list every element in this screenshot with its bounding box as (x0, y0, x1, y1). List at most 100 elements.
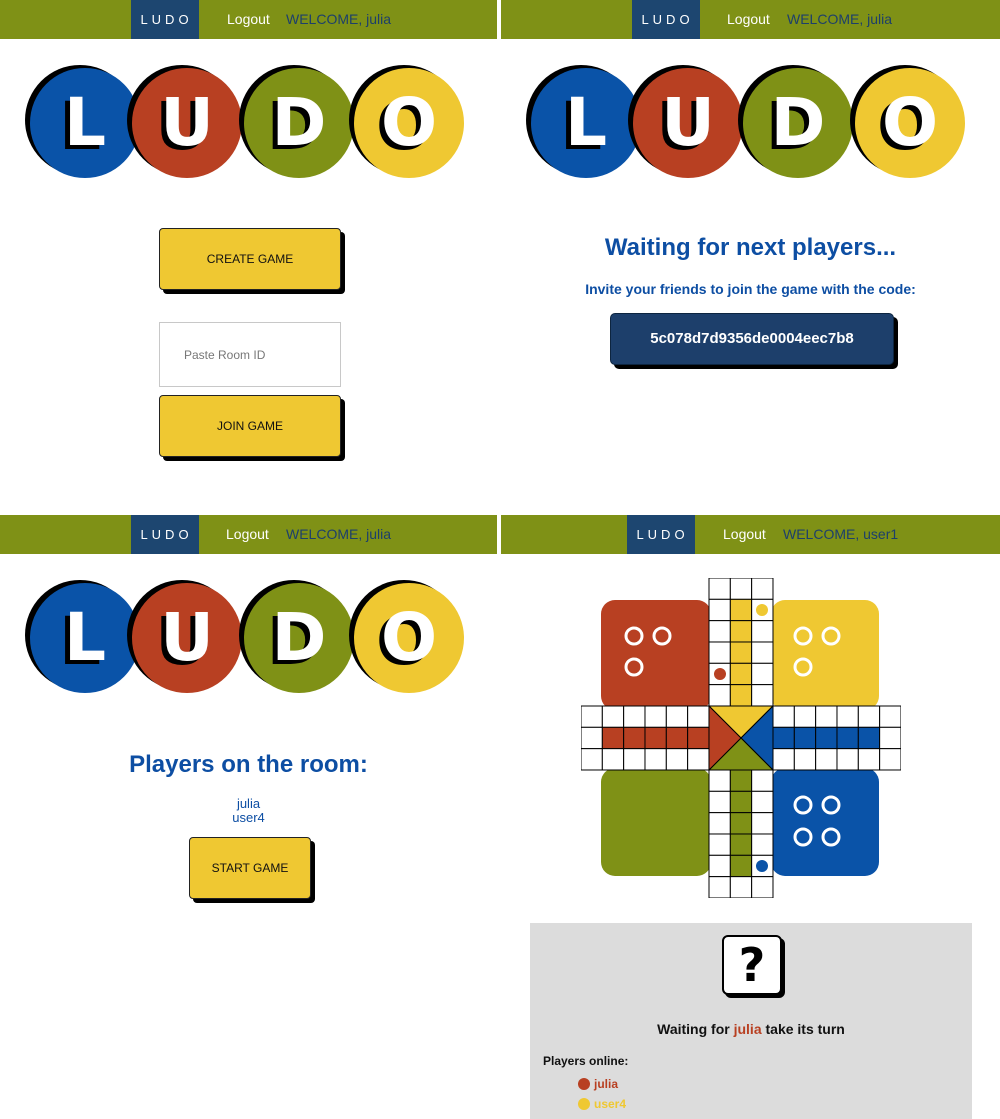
logout-link[interactable]: Logout (227, 11, 270, 27)
track-cell (708, 790, 731, 814)
track-cell (729, 641, 753, 664)
blue-home-token[interactable] (821, 795, 841, 815)
screen-lobby: LUDO Logout WELCOME, julia L U D O CREAT… (0, 0, 497, 513)
navbar: LUDO Logout WELCOME, julia (0, 0, 497, 39)
track-cell (601, 705, 625, 728)
track-cell (751, 769, 774, 792)
red-token[interactable] (714, 668, 726, 680)
track-cell (836, 748, 859, 771)
track-cell (623, 748, 646, 771)
screen-game: LUDO Logout WELCOME, user1 (501, 515, 1000, 1119)
logo-letter: U (661, 84, 715, 161)
player-color-dot (578, 1098, 590, 1110)
logo-ball-red: U (132, 68, 242, 178)
yellow-home-token[interactable] (793, 657, 813, 677)
create-game-button[interactable]: CREATE GAME (159, 228, 341, 290)
track-cell (772, 726, 795, 750)
track-cell (708, 769, 731, 792)
dice[interactable]: ? (722, 935, 782, 995)
navbar: LUDO Logout WELCOME, user1 (501, 515, 1000, 554)
track-cell (751, 812, 774, 835)
navbar: LUDO Logout WELCOME, julia (0, 515, 497, 554)
logout-link[interactable]: Logout (723, 526, 766, 542)
track-cell (729, 876, 753, 898)
logo-ball-green: D (244, 583, 354, 693)
track-cell (729, 684, 753, 707)
blue-home-token[interactable] (821, 827, 841, 847)
room-id-input[interactable] (159, 322, 341, 387)
brand-logo[interactable]: LUDO (131, 0, 199, 39)
logo-letter: L (564, 84, 608, 161)
track-cell (581, 748, 603, 771)
blue-token[interactable] (756, 860, 768, 872)
track-cell (644, 748, 667, 771)
track-cell (857, 726, 881, 750)
track-cell (772, 705, 795, 728)
track-cell (729, 790, 753, 814)
track-cell (581, 705, 603, 728)
track-cell (708, 833, 731, 856)
welcome-text: WELCOME, julia (286, 11, 392, 27)
screen-room: LUDO Logout WELCOME, julia L U D O Playe… (0, 515, 497, 1119)
logo-ball-yellow: O (855, 68, 965, 178)
logo-ball-blue: L (30, 68, 140, 178)
room-code[interactable]: 5c078d7d9356de0004eec7b8 (610, 313, 894, 365)
logo-letter: D (770, 84, 826, 161)
track-cell (687, 705, 710, 728)
track-cell (581, 726, 603, 750)
track-cell (708, 641, 731, 664)
players-title: Players on the room: (129, 751, 368, 778)
track-cell (708, 854, 731, 878)
track-cell (857, 705, 881, 728)
start-game-button[interactable]: START GAME (189, 837, 311, 899)
player-color-dot (578, 1078, 590, 1090)
ludo-logo: L U D O (28, 66, 468, 180)
logo-letter: L (63, 599, 107, 676)
track-cell (751, 578, 774, 600)
logo-letter: U (160, 84, 214, 161)
track-cell (836, 726, 859, 750)
join-game-button[interactable]: JOIN GAME (159, 395, 341, 457)
logo-ball-blue: L (531, 68, 641, 178)
logo-ball-green: D (743, 68, 853, 178)
brand-logo[interactable]: LUDO (632, 0, 700, 39)
track-cell (772, 748, 795, 771)
track-cell (751, 641, 774, 664)
brand-logo[interactable]: LUDO (627, 515, 695, 554)
screen-waiting: LUDO Logout WELCOME, julia L U D O Waiti… (501, 0, 1000, 513)
yellow-home-token[interactable] (793, 626, 813, 646)
track-cell (751, 876, 774, 898)
track-cell (687, 748, 710, 771)
ludo-logo: L U D O (529, 66, 969, 180)
logout-link[interactable]: Logout (727, 11, 770, 27)
logo-letter: U (160, 599, 214, 676)
track-cell (665, 705, 689, 728)
players-online-label: Players online: (543, 1054, 629, 1068)
track-cell (623, 726, 646, 750)
logo-ball-yellow: O (354, 583, 464, 693)
track-cell (793, 726, 817, 750)
red-home-token[interactable] (652, 626, 672, 646)
ludo-board[interactable] (581, 578, 901, 898)
track-cell (729, 854, 753, 878)
track-cell (751, 662, 774, 686)
yellow-token[interactable] (756, 604, 768, 616)
blue-home-token[interactable] (793, 795, 813, 815)
track-cell (708, 620, 731, 643)
blue-home-token[interactable] (793, 827, 813, 847)
yellow-home-token[interactable] (821, 626, 841, 646)
yellow-home (771, 600, 879, 710)
logout-link[interactable]: Logout (226, 526, 269, 542)
brand-logo[interactable]: LUDO (131, 515, 199, 554)
track-cell (751, 790, 774, 814)
red-home-token[interactable] (624, 657, 644, 677)
red-home-token[interactable] (624, 626, 644, 646)
ludo-logo: L U D O (28, 581, 468, 695)
board-track (581, 578, 901, 898)
track-cell (708, 812, 731, 835)
logo-letter: L (63, 84, 107, 161)
online-player: user4 (578, 1097, 626, 1113)
logo-letter: D (271, 84, 327, 161)
track-cell (665, 726, 689, 750)
track-cell (687, 726, 710, 750)
